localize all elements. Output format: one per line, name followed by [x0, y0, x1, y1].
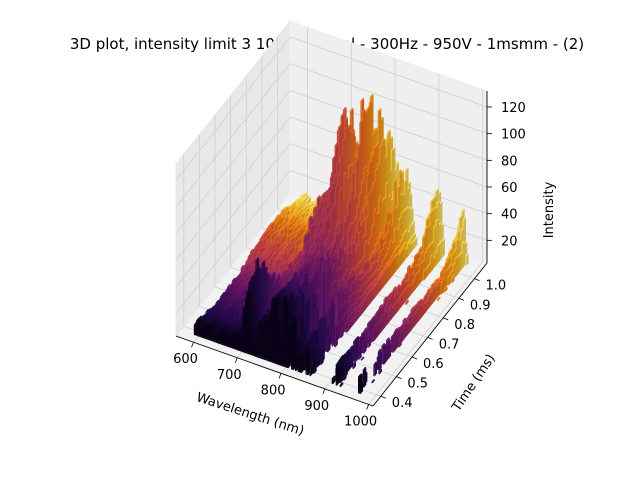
z-tick-label: 20 — [501, 234, 518, 249]
z-gridline — [175, 116, 291, 261]
data-bar — [465, 253, 469, 266]
y-axis-label: Time (ms) — [449, 352, 499, 416]
x-tick-label: 800 — [261, 383, 286, 398]
z-gridline — [175, 63, 291, 207]
data-bar — [287, 329, 291, 369]
x-tick-label: 600 — [173, 352, 198, 367]
data-bars — [193, 93, 469, 395]
data-bar — [362, 337, 367, 354]
data-bar — [316, 352, 321, 368]
z-gridline — [175, 170, 291, 314]
data-bar — [358, 344, 362, 360]
data-bar — [362, 367, 367, 388]
x-axis-label: Wavelength (nm) — [194, 390, 305, 439]
z-gridline — [175, 90, 291, 234]
y-tick-label: 0.6 — [423, 357, 444, 372]
z-tick-label: 60 — [501, 181, 518, 196]
z-gridline — [289, 63, 488, 135]
data-bar — [335, 361, 340, 386]
z-gridline — [175, 143, 291, 287]
y-tick-label: 1.0 — [486, 279, 507, 294]
y-tick-label: 0.9 — [470, 298, 491, 313]
data-bar — [344, 362, 348, 378]
y-tick-label: 0.5 — [407, 377, 428, 392]
data-bar — [378, 351, 382, 371]
x-gridline — [368, 261, 483, 405]
z-gridline — [289, 89, 488, 161]
z-axis-label: Intensity — [542, 181, 557, 238]
y-tick-label: 0.8 — [454, 318, 475, 333]
data-bar — [354, 337, 359, 363]
z-tick-label: 80 — [501, 154, 518, 169]
z-tick-label: 40 — [501, 208, 518, 223]
z-gridline — [289, 36, 488, 108]
x-tick-label: 1000 — [344, 414, 377, 429]
z-tick-label: 120 — [501, 101, 526, 116]
data-bar — [300, 354, 304, 374]
x-tick-label: 700 — [217, 368, 242, 383]
y-tick-label: 0.4 — [392, 396, 413, 411]
z-tick-label: 100 — [501, 128, 526, 143]
x-tick-label: 900 — [304, 399, 329, 414]
data-bar — [326, 335, 331, 353]
y-tick-label: 0.7 — [439, 337, 460, 352]
z-gridline — [175, 36, 291, 181]
